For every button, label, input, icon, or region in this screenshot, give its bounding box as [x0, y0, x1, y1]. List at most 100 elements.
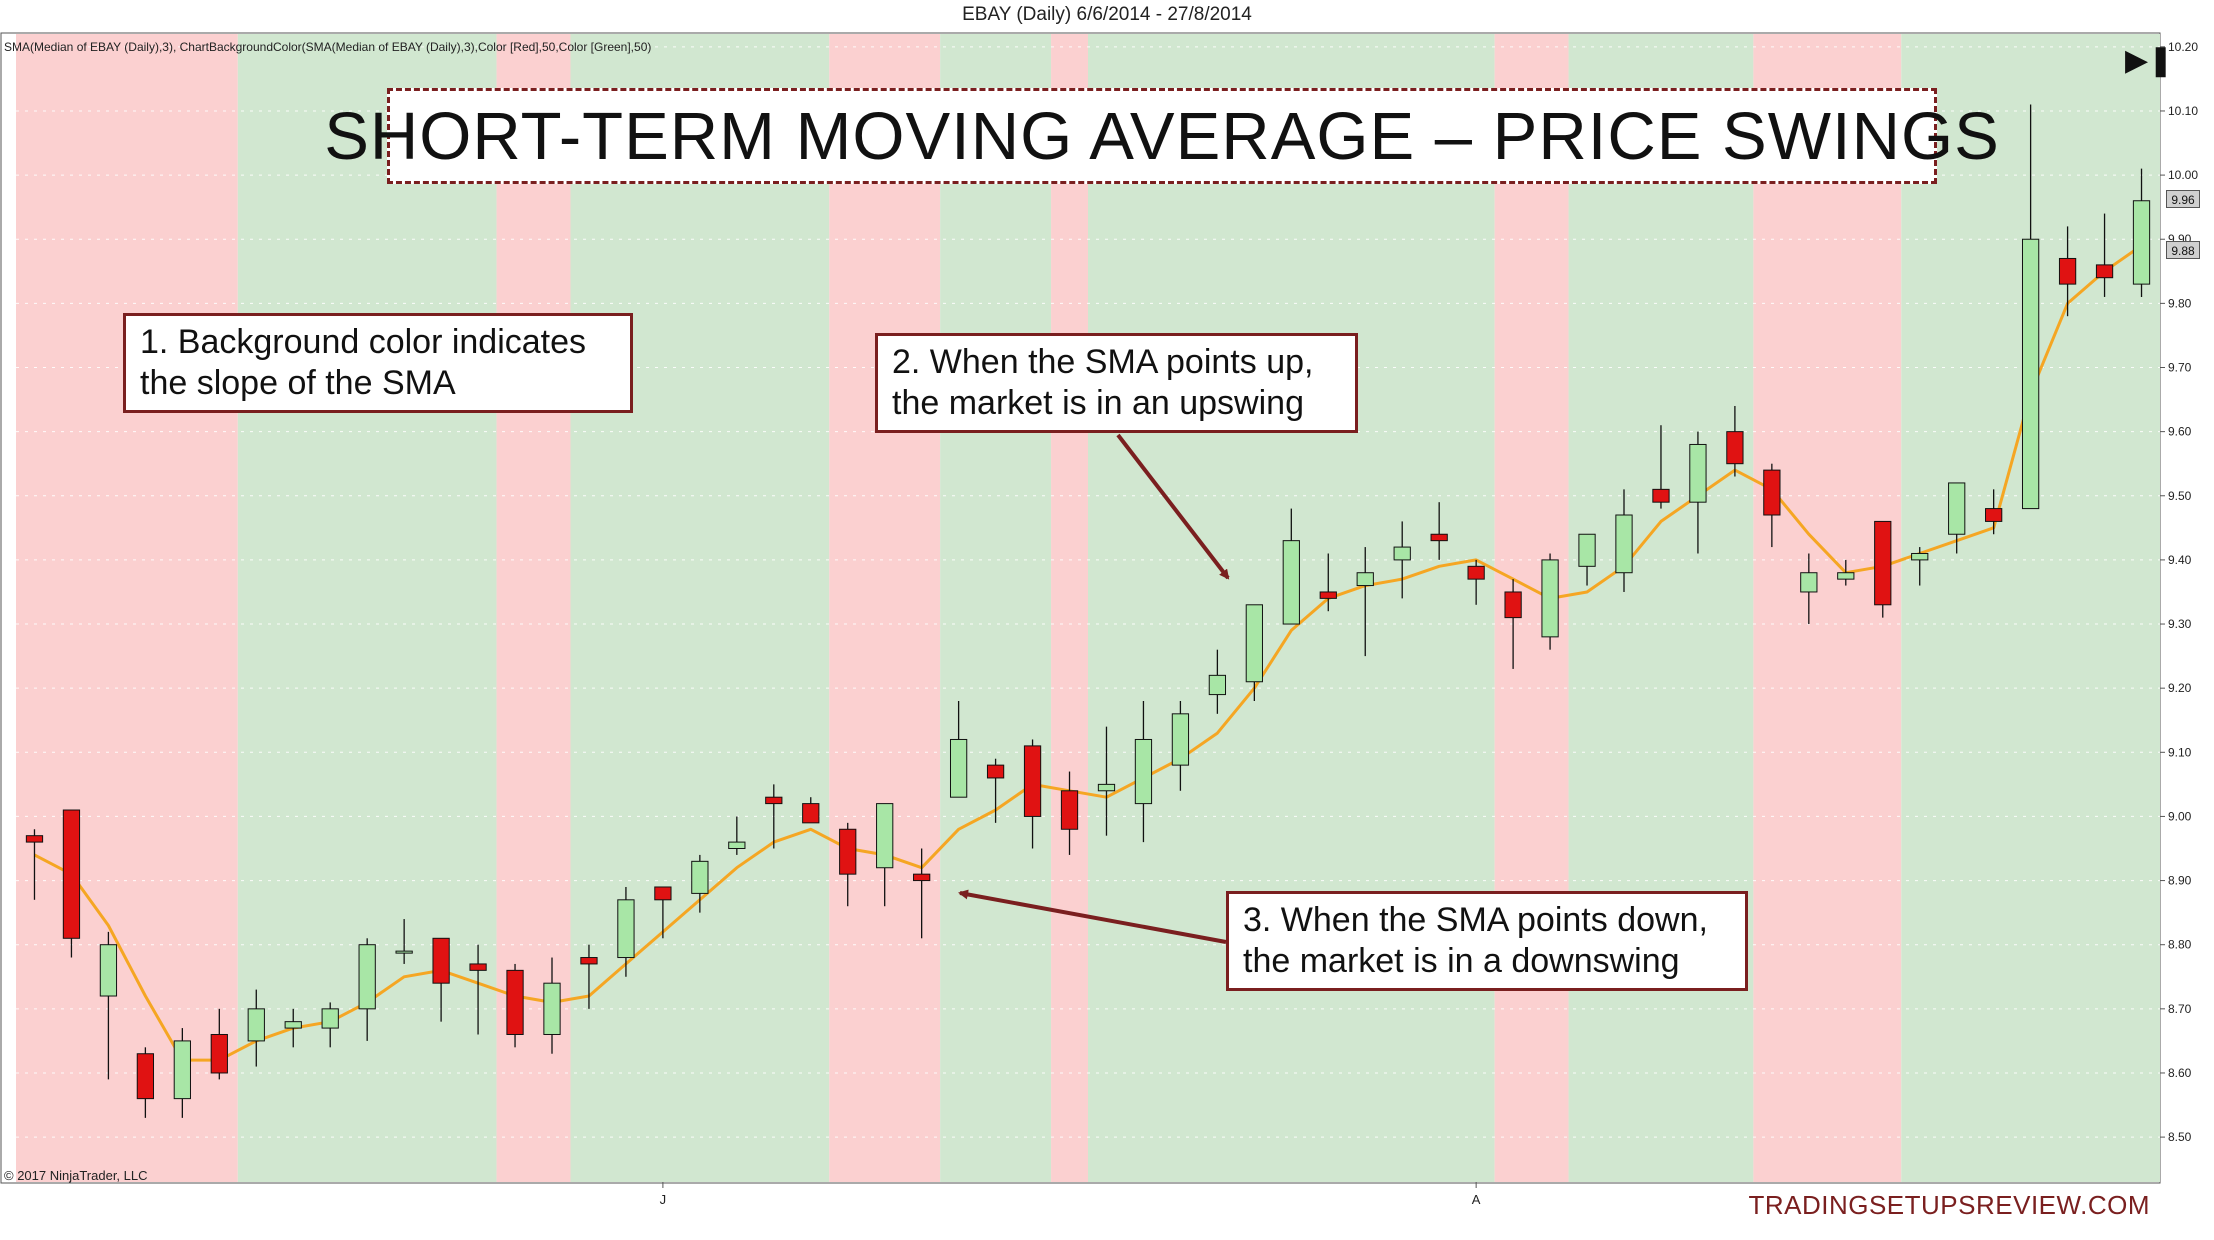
candle-body — [1837, 572, 1855, 580]
candle — [1837, 559, 1855, 586]
candle — [691, 854, 709, 913]
candle — [1948, 482, 1966, 554]
watermark: TRADINGSETUPSREVIEW.COM — [1748, 1190, 2150, 1220]
candle-body — [839, 828, 857, 875]
candle-body — [1319, 591, 1337, 599]
candle — [839, 822, 857, 907]
last-price-tag: 9.96 — [2166, 190, 2200, 208]
y-tick-label: 8.90 — [2168, 874, 2192, 888]
candle — [1171, 700, 1190, 791]
downslope-zone — [16, 34, 238, 1182]
sma-line — [33, 244, 2143, 1062]
y-tick-label: 9.20 — [2168, 681, 2192, 695]
candle-body — [1097, 783, 1116, 792]
candle — [949, 700, 968, 798]
chart-title: EBAY (Daily) 6/6/2014 - 27/8/2014 — [962, 4, 1252, 25]
indicator-label: SMA(Median of EBAY (Daily),3), ChartBack… — [4, 40, 652, 54]
candle-body — [284, 1021, 302, 1029]
upswing-arrow — [1116, 433, 1230, 580]
candle-body — [1948, 482, 1966, 535]
candle — [728, 816, 746, 855]
candle — [580, 944, 598, 1009]
x-tick-label: J — [660, 1192, 667, 1207]
y-tick-label: 8.60 — [2168, 1066, 2192, 1080]
candle-body — [62, 809, 81, 939]
candle — [1023, 739, 1042, 849]
candle-body — [432, 937, 450, 984]
price-axis: 8.50 8.60 8.70 8.80 8.90 9.00 9.10 9.20 9.30 9.40… — [2160, 40, 2198, 1144]
candle-body — [1541, 559, 1559, 638]
annotation-line: 2. When the SMA points up, — [892, 343, 1314, 381]
candle-body — [1985, 508, 2003, 522]
candle-body — [1356, 572, 1374, 587]
candle-body — [986, 764, 1005, 779]
candle — [432, 937, 450, 1022]
candle-body — [1467, 565, 1485, 580]
candle — [1430, 502, 1448, 560]
candle — [1800, 553, 1818, 625]
annotation-downswing: 3. When the SMA points down, the market … — [1226, 891, 1748, 991]
candle-body — [802, 803, 820, 824]
y-tick-label: 8.50 — [2168, 1130, 2192, 1144]
candle — [1652, 425, 1670, 509]
candle — [1874, 520, 1892, 618]
candle — [1060, 771, 1079, 855]
candle-body — [1652, 488, 1670, 503]
candle-body — [1763, 469, 1781, 516]
y-tick-label: 9.00 — [2168, 809, 2192, 823]
candle — [1763, 463, 1781, 548]
annotation-line: the market is in a downswing — [1243, 942, 1680, 980]
upslope-zone — [1568, 34, 1754, 1182]
candle-body — [1171, 713, 1190, 766]
candle — [1393, 521, 1411, 599]
candle-body — [99, 944, 118, 997]
candle — [1282, 508, 1300, 625]
candle — [913, 848, 931, 939]
y-tick-label: 9.10 — [2168, 745, 2192, 759]
candle — [2095, 213, 2114, 297]
candle — [617, 886, 635, 977]
play-to-end-icon[interactable]: ▶❚ — [2125, 44, 2174, 77]
candle — [986, 758, 1005, 823]
candle-body — [1134, 738, 1153, 805]
y-tick-label: 9.50 — [2168, 489, 2192, 503]
candle-body — [543, 982, 561, 1035]
y-tick-label: 8.70 — [2168, 1002, 2192, 1016]
sma-layer — [33, 244, 2143, 1062]
candle-body — [506, 969, 524, 1035]
candle — [1319, 553, 1337, 612]
candle-body — [1800, 572, 1818, 593]
candle-body — [210, 1033, 228, 1074]
annotation-background-color: 1. Background color indicates the slope … — [123, 313, 633, 413]
x-tick-label: A — [1472, 1192, 1481, 1207]
annotation-line: 1. Background color indicates — [140, 323, 587, 361]
candle — [25, 829, 44, 900]
downslope-zone — [1753, 34, 1902, 1182]
annotation-line: 3. When the SMA points down, — [1243, 901, 1708, 939]
candle — [1541, 553, 1559, 650]
candle-body — [2021, 238, 2040, 510]
annotation-line: the market is in an upswing — [892, 384, 1304, 422]
candle-body — [1504, 591, 1522, 619]
downslope-zone — [829, 34, 941, 1182]
candle-body — [173, 1040, 191, 1100]
annotation-upswing: 2. When the SMA points up, the market is… — [875, 333, 1358, 433]
headline: SHORT-TERM MOVING AVERAGE – PRICE SWINGS — [324, 88, 1999, 184]
candle — [654, 886, 672, 939]
candle — [1134, 700, 1153, 843]
background-zones — [16, 34, 2160, 1182]
candle — [1245, 604, 1263, 701]
candle-body — [765, 796, 783, 805]
candle — [1911, 547, 1929, 586]
candle-body — [2132, 200, 2151, 285]
annotation-line: the slope of the SMA — [140, 364, 456, 402]
candle-body — [654, 886, 672, 901]
candle-body — [728, 841, 746, 850]
candle-body — [1282, 540, 1300, 625]
candle-body — [25, 835, 44, 843]
y-tick-label: 10.20 — [2168, 40, 2198, 54]
y-tick-label: 10.00 — [2168, 168, 2198, 182]
candle-body — [617, 899, 635, 959]
candle — [1689, 431, 1707, 554]
